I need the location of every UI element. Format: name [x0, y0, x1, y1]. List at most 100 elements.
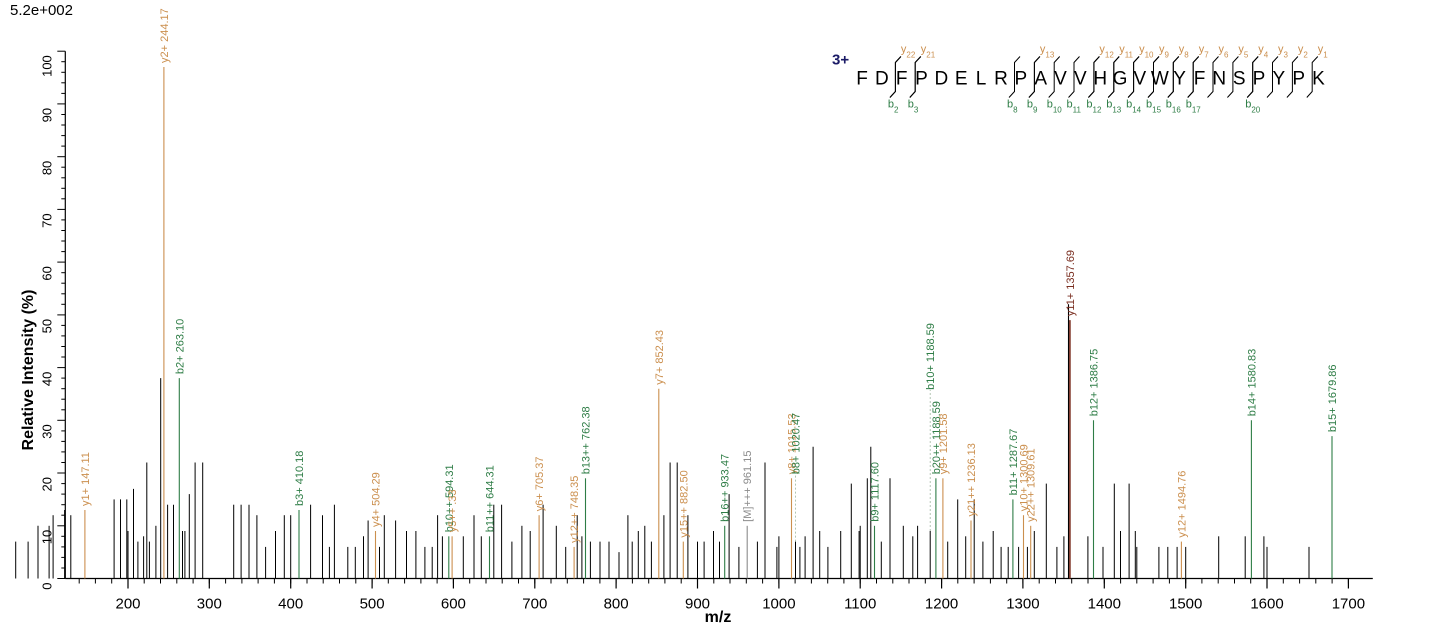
svg-text:y7: y7 — [1199, 44, 1210, 60]
svg-text:b14+ 1580.83: b14+ 1580.83 — [1246, 349, 1258, 417]
svg-text:Y: Y — [1272, 69, 1285, 90]
svg-text:y12++ 748.35: y12++ 748.35 — [569, 476, 581, 543]
svg-text:N: N — [1212, 69, 1226, 90]
svg-text:b9+ 1117.60: b9+ 1117.60 — [870, 462, 882, 522]
svg-text:F: F — [1194, 69, 1206, 90]
svg-text:P: P — [915, 69, 928, 90]
svg-text:y8: y8 — [1179, 44, 1190, 60]
svg-text:D: D — [875, 69, 889, 90]
svg-text:70: 70 — [39, 213, 54, 227]
svg-text:800: 800 — [604, 596, 629, 613]
svg-text:90: 90 — [39, 108, 54, 122]
svg-text:b8+ 1020.47: b8+ 1020.47 — [791, 413, 803, 474]
svg-text:F: F — [856, 69, 868, 90]
svg-text:400: 400 — [278, 596, 303, 613]
svg-text:3+: 3+ — [832, 52, 849, 69]
svg-text:1000: 1000 — [762, 596, 795, 613]
svg-text:y22: y22 — [901, 44, 916, 60]
svg-text:b10+ 1188.59: b10+ 1188.59 — [925, 323, 937, 390]
svg-text:50: 50 — [39, 319, 54, 333]
svg-text:y13: y13 — [1040, 44, 1055, 60]
svg-text:y15++ 882.50: y15++ 882.50 — [678, 470, 690, 537]
svg-text:b13: b13 — [1106, 99, 1122, 115]
svg-text:30: 30 — [39, 424, 54, 438]
svg-text:b16++ 933.47: b16++ 933.47 — [720, 454, 732, 522]
svg-text:b9: b9 — [1027, 99, 1038, 115]
svg-text:b2+ 263.10: b2+ 263.10 — [174, 319, 186, 374]
svg-text:1100: 1100 — [844, 596, 876, 613]
svg-text:G: G — [1113, 69, 1128, 90]
svg-text:V: V — [1054, 69, 1067, 90]
svg-text:A: A — [1034, 69, 1047, 90]
svg-text:60: 60 — [39, 266, 54, 280]
svg-text:y11: y11 — [1119, 44, 1133, 60]
svg-text:P: P — [1014, 69, 1027, 90]
svg-text:Y: Y — [1173, 69, 1186, 90]
svg-text:1200: 1200 — [925, 596, 958, 613]
svg-text:b3+ 410.18: b3+ 410.18 — [294, 451, 306, 506]
svg-text:b20: b20 — [1245, 99, 1261, 115]
svg-text:1500: 1500 — [1169, 596, 1202, 613]
svg-text:Relative Intensity (%): Relative Intensity (%) — [20, 290, 37, 451]
svg-text:E: E — [955, 69, 968, 90]
svg-text:y12: y12 — [1099, 44, 1114, 60]
svg-text:40: 40 — [39, 372, 54, 386]
svg-text:b11: b11 — [1067, 99, 1082, 115]
svg-text:5.2e+002: 5.2e+002 — [10, 2, 73, 19]
svg-text:F: F — [896, 69, 908, 90]
svg-text:b17: b17 — [1186, 99, 1202, 115]
svg-text:10: 10 — [39, 530, 54, 544]
svg-text:y21: y21 — [921, 44, 936, 60]
svg-text:P: P — [1292, 69, 1305, 90]
svg-text:V: V — [1134, 69, 1147, 90]
svg-text:L: L — [976, 69, 987, 90]
svg-text:y1+ 147.11: y1+ 147.11 — [80, 452, 92, 506]
svg-text:b11++ 644.31: b11++ 644.31 — [485, 465, 497, 532]
svg-text:1300: 1300 — [1006, 596, 1039, 613]
svg-text:y3: y3 — [1278, 44, 1289, 60]
svg-text:300: 300 — [197, 596, 222, 613]
svg-text:1700: 1700 — [1332, 596, 1365, 613]
svg-text:R: R — [994, 69, 1008, 90]
svg-text:y11+ 1357.69: y11+ 1357.69 — [1065, 250, 1077, 316]
svg-text:H: H — [1093, 69, 1107, 90]
svg-text:y5: y5 — [1238, 44, 1249, 60]
svg-text:500: 500 — [360, 596, 385, 613]
svg-text:b8: b8 — [1007, 99, 1018, 115]
svg-text:20: 20 — [39, 477, 54, 491]
svg-text:y6+ 705.37: y6+ 705.37 — [534, 456, 546, 511]
svg-text:y2: y2 — [1298, 44, 1309, 60]
svg-text:1600: 1600 — [1250, 596, 1283, 613]
svg-text:b15: b15 — [1146, 99, 1162, 115]
svg-text:1400: 1400 — [1088, 596, 1121, 613]
svg-text:y22++ 1309.61: y22++ 1309.61 — [1026, 448, 1038, 521]
svg-text:[M]+++ 961.15: [M]+++ 961.15 — [742, 451, 754, 522]
svg-text:y1: y1 — [1318, 44, 1329, 60]
svg-text:y6: y6 — [1219, 44, 1230, 60]
svg-text:900: 900 — [685, 596, 710, 613]
svg-text:y5++ .33: y5++ .33 — [447, 489, 459, 532]
svg-text:P: P — [1253, 69, 1266, 90]
svg-text:b2: b2 — [888, 99, 899, 115]
svg-text:b3: b3 — [908, 99, 919, 115]
svg-text:b16: b16 — [1166, 99, 1182, 115]
svg-text:y12+ 1494.76: y12+ 1494.76 — [1176, 471, 1188, 538]
svg-text:200: 200 — [115, 596, 140, 613]
svg-text:D: D — [935, 69, 949, 90]
svg-text:y4: y4 — [1258, 44, 1269, 60]
svg-text:y21++ 1236.13: y21++ 1236.13 — [966, 443, 978, 516]
svg-text:0: 0 — [39, 583, 54, 590]
svg-text:V: V — [1074, 69, 1087, 90]
svg-text:y9+ 1201.58: y9+ 1201.58 — [938, 413, 950, 474]
svg-text:b15+ 1679.86: b15+ 1679.86 — [1327, 364, 1339, 432]
svg-text:b14: b14 — [1126, 99, 1142, 115]
svg-text:80: 80 — [39, 161, 54, 175]
svg-text:b13++ 762.38: b13++ 762.38 — [581, 406, 593, 474]
svg-text:K: K — [1312, 69, 1325, 90]
svg-text:100: 100 — [39, 55, 54, 77]
svg-text:700: 700 — [522, 596, 547, 613]
svg-text:y2+ 244.17: y2+ 244.17 — [159, 8, 171, 63]
svg-text:y4+ 504.29: y4+ 504.29 — [371, 472, 383, 527]
svg-text:b12: b12 — [1086, 99, 1102, 115]
svg-text:b10: b10 — [1047, 99, 1063, 115]
